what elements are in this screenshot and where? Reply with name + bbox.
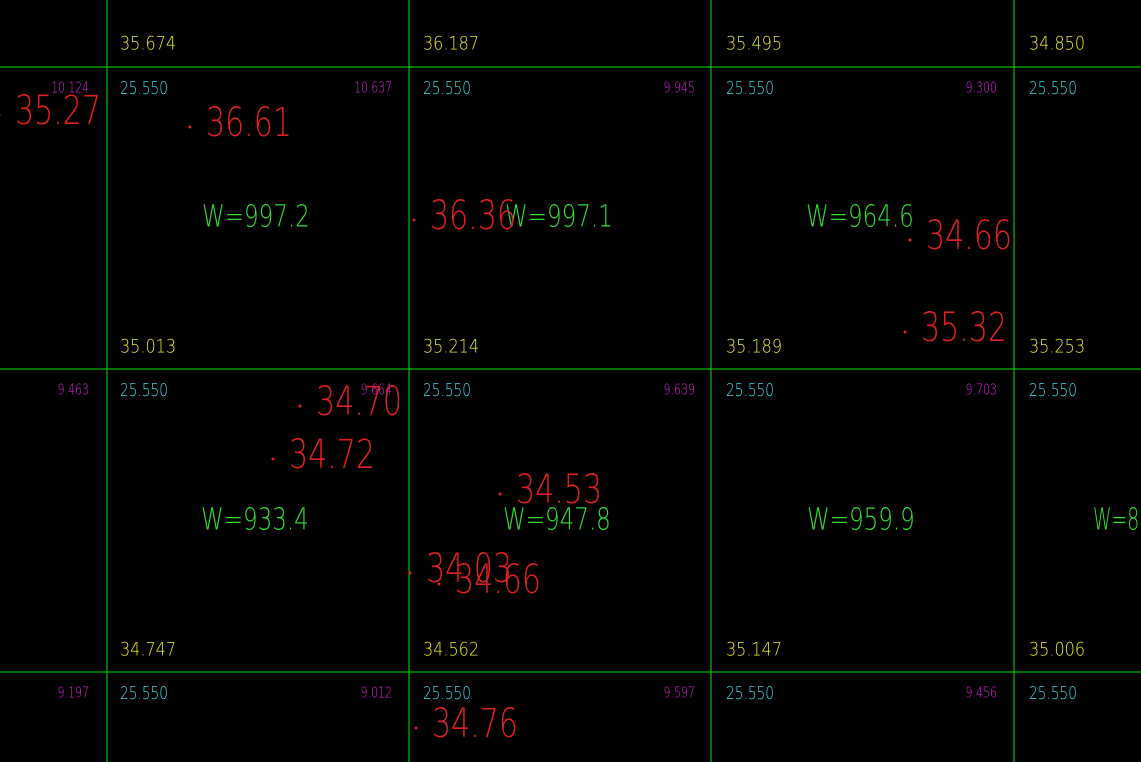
cut-depth-label: 9.639 bbox=[664, 381, 696, 399]
weight-label: W=997.2 bbox=[202, 200, 310, 235]
spot-point bbox=[903, 330, 907, 334]
cut-depth-label: 10.637 bbox=[354, 79, 392, 97]
elevation-label: 35.674 bbox=[120, 33, 176, 55]
spot-level-label: 36.61 bbox=[206, 100, 292, 146]
design-level-label: 25.550 bbox=[726, 683, 774, 704]
weight-label: W=8 bbox=[1093, 503, 1139, 538]
cut-depth-label: 9.012 bbox=[361, 684, 393, 702]
spot-point bbox=[298, 404, 302, 408]
spot-point bbox=[414, 726, 418, 730]
cut-depth-label: 9.597 bbox=[664, 684, 696, 702]
cut-depth-label: 10.124 bbox=[51, 79, 89, 97]
spot-level-label: 34.72 bbox=[289, 432, 375, 478]
design-level-label: 25.550 bbox=[120, 380, 168, 401]
spot-level-label: 34.76 bbox=[432, 701, 518, 747]
design-level-label: 25.550 bbox=[1029, 78, 1077, 99]
elevation-label: 34.562 bbox=[423, 639, 479, 661]
design-level-label: 25.550 bbox=[120, 78, 168, 99]
design-level-label: 25.550 bbox=[1029, 380, 1077, 401]
elevation-label: 35.495 bbox=[726, 33, 782, 55]
elevation-label: 35.214 bbox=[423, 336, 479, 358]
cut-depth-label: 9.463 bbox=[58, 381, 90, 399]
elevation-label: 35.147 bbox=[726, 639, 782, 661]
spot-level-label: 34.70 bbox=[316, 379, 402, 425]
spot-level-label: 34.66 bbox=[926, 213, 1012, 259]
weight-label: W=947.8 bbox=[503, 503, 611, 538]
spot-point bbox=[0, 113, 1, 117]
spot-level-label: 34.53 bbox=[516, 467, 602, 513]
cut-depth-label: 9.197 bbox=[58, 684, 90, 702]
cut-depth-label: 9.945 bbox=[664, 79, 696, 97]
spot-level-label: 35.27 bbox=[15, 88, 101, 134]
design-level-label: 25.550 bbox=[423, 380, 471, 401]
spot-point bbox=[412, 218, 416, 222]
elevation-label: 36.187 bbox=[423, 33, 479, 55]
design-level-label: 25.550 bbox=[726, 380, 774, 401]
spot-level-label: 36.36 bbox=[430, 193, 516, 239]
spot-point bbox=[908, 238, 912, 242]
design-level-label: 25.550 bbox=[726, 78, 774, 99]
cut-depth-label: 9.456 bbox=[966, 684, 998, 702]
weight-label: W=964.6 bbox=[806, 200, 914, 235]
design-level-label: 25.550 bbox=[423, 683, 471, 704]
elevation-label: 34.747 bbox=[120, 639, 176, 661]
design-level-label: 25.550 bbox=[1029, 683, 1077, 704]
weight-label: W=997.1 bbox=[505, 200, 613, 235]
spot-point bbox=[437, 582, 441, 586]
spot-level-label: 35.32 bbox=[921, 305, 1007, 351]
spot-level-label: 34.66 bbox=[455, 557, 541, 603]
cut-depth-label: 9.664 bbox=[361, 381, 393, 399]
weight-label: W=959.9 bbox=[807, 503, 915, 538]
spot-point bbox=[408, 571, 412, 575]
elevation-label: 35.013 bbox=[120, 336, 176, 358]
elevation-label: 35.006 bbox=[1029, 639, 1085, 661]
weight-label: W=933.4 bbox=[201, 503, 309, 538]
design-level-label: 25.550 bbox=[423, 78, 471, 99]
elevation-label: 35.253 bbox=[1029, 336, 1085, 358]
cut-depth-label: 9.703 bbox=[966, 381, 998, 399]
cut-depth-label: 9.300 bbox=[966, 79, 998, 97]
elevation-label: 35.189 bbox=[726, 336, 782, 358]
design-level-label: 25.550 bbox=[120, 683, 168, 704]
spot-point bbox=[498, 492, 502, 496]
elevation-label: 34.850 bbox=[1029, 33, 1085, 55]
spot-point bbox=[271, 457, 275, 461]
spot-point bbox=[188, 125, 192, 129]
